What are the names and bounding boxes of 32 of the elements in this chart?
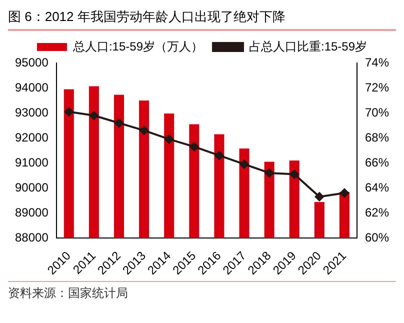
point — [64, 107, 74, 116]
point — [240, 160, 249, 169]
y2-tick-label: 68% — [364, 130, 390, 144]
point — [164, 134, 174, 144]
y-tick-label: 95000 — [14, 55, 49, 70]
y2-tick-label: 60% — [364, 230, 390, 244]
y-tick-label: 90000 — [14, 180, 49, 194]
y2-tick-label: 62% — [364, 205, 390, 220]
point — [140, 126, 149, 135]
chart-title: 图 6：2012 年我国劳动年龄人口出现了绝对下降 — [8, 8, 396, 31]
text: 资料来源：国家统计局 — [8, 281, 396, 302]
y-tick-label: 91000 — [14, 155, 49, 170]
y2-tick-label: 74% — [364, 55, 390, 70]
y-tick-label: 88000 — [14, 230, 49, 244]
point — [290, 170, 299, 179]
point — [114, 118, 124, 128]
y2-tick-label: 66% — [364, 155, 390, 170]
y2-tick-label: 72% — [364, 80, 390, 94]
y2-tick-label: 64% — [364, 180, 390, 194]
legend-label: 总人口:15-59岁（万人） — [72, 39, 204, 54]
y-tick-label: 92000 — [14, 130, 49, 144]
legend-label: 占总人口比重:15-59岁 — [249, 39, 368, 54]
y-tick-label: 93000 — [14, 105, 49, 120]
point — [340, 188, 349, 198]
y-tick-label: 89000 — [14, 205, 49, 220]
point — [190, 142, 199, 152]
y-tick-label: 94000 — [14, 80, 49, 94]
y2-tick-label: 70% — [364, 105, 390, 120]
point — [314, 192, 324, 202]
point — [89, 110, 98, 120]
point — [214, 150, 224, 160]
point — [264, 168, 274, 178]
